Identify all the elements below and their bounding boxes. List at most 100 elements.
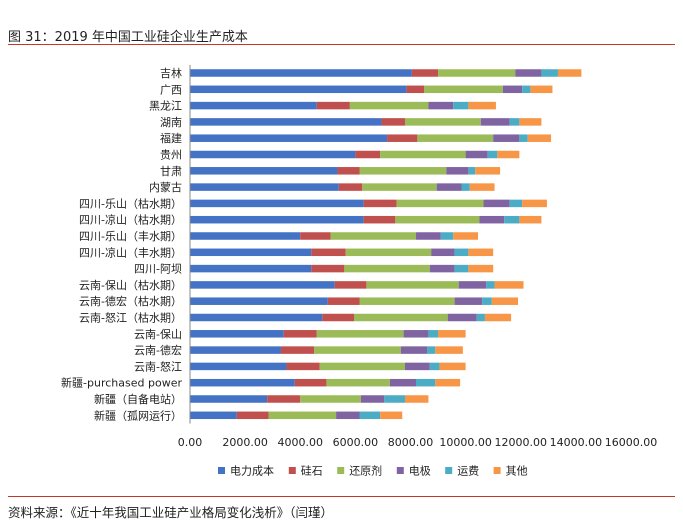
bar-segment (280, 346, 315, 354)
bar-segment (362, 183, 437, 191)
bar-segment (190, 330, 284, 338)
category-label: 云南-保山（枯水期） (79, 278, 182, 292)
bar-segment (359, 167, 447, 175)
bar-segment (454, 248, 469, 257)
bar-segment (522, 199, 547, 208)
bar-segment (355, 150, 381, 159)
bar-segment (530, 85, 553, 94)
bar-segment (322, 313, 354, 322)
bar-segment (493, 134, 520, 142)
bar-segment (319, 362, 405, 371)
bar-segment (446, 167, 469, 175)
bar-segment (311, 248, 346, 257)
bar-segment (461, 183, 470, 191)
bar-segment (337, 167, 360, 175)
bar-segment (190, 232, 301, 240)
bar-segment (404, 362, 430, 371)
bar-segment (190, 297, 328, 305)
bar-segment (515, 69, 542, 77)
bar-segment (403, 330, 429, 338)
x-tick-label: 12000.00 (495, 436, 548, 449)
legend-swatch (445, 467, 453, 474)
title-rule (8, 44, 675, 45)
bar-segment (395, 215, 480, 224)
bar-segment (190, 378, 295, 387)
legend-label: 硅石 (301, 465, 323, 478)
bar-segment (300, 395, 361, 403)
category-label: 四川-凉山（丰水期） (79, 245, 182, 259)
category-label: 云南-怒江（枯水期） (79, 311, 182, 325)
bar-segment (480, 118, 510, 126)
bar-segment (190, 134, 388, 142)
bar-segment (190, 118, 382, 126)
bar-segment (491, 297, 518, 305)
bar-segment (484, 313, 512, 322)
bar-segment (439, 362, 466, 371)
bar-segment (487, 150, 498, 159)
bar-segment (190, 411, 237, 420)
bar-segment (522, 85, 531, 94)
bar-segment (389, 378, 417, 387)
bar-segment (429, 264, 455, 273)
bar-segment (267, 395, 301, 403)
bar-segment (468, 264, 494, 273)
bar-segment (435, 346, 463, 354)
bar-segment (380, 411, 403, 420)
legend: 电力成本 硅石 还原剂 电极 运费 其他 (218, 464, 528, 478)
bar-segment (363, 199, 397, 208)
bar-segment (519, 118, 542, 126)
bar-segment (429, 362, 440, 371)
bar-segment (353, 313, 448, 322)
bar-segment (236, 411, 269, 420)
x-tick-label: 16000.00 (605, 436, 658, 449)
bar-segment (453, 101, 469, 110)
legend-label: 电极 (409, 464, 431, 478)
bar-segment (406, 85, 425, 94)
bar-segment (431, 248, 455, 257)
bar-segment (190, 101, 317, 110)
bar-segment (190, 150, 356, 159)
legend-swatch (337, 467, 345, 474)
bar-segment (349, 101, 429, 110)
x-tick-label: 2000.00 (222, 436, 268, 449)
bar-segment (268, 411, 337, 420)
legend-label: 运费 (457, 465, 479, 478)
bar-segment (190, 199, 364, 208)
bar-segment (509, 199, 523, 208)
x-tick-label: 14000.00 (550, 436, 603, 449)
bar-segment (311, 264, 345, 273)
legend-swatch (493, 467, 501, 474)
bar-segment (190, 264, 312, 273)
legend-swatch (218, 467, 225, 474)
bar-segment (381, 118, 405, 126)
bar-segment (458, 281, 487, 289)
bar-segment (359, 411, 381, 420)
bar-segment (427, 346, 436, 354)
bar-segment (497, 150, 520, 159)
bar-segment (359, 297, 455, 305)
bars-layer (190, 69, 582, 420)
bar-segment (316, 101, 350, 110)
bar-segment (454, 297, 483, 305)
bar-segment (404, 118, 481, 126)
bar-segment (334, 281, 367, 289)
bar-segment (190, 167, 338, 175)
bar-segment (400, 346, 428, 354)
category-label: 云南-保山 (134, 327, 182, 341)
bar-segment (190, 313, 323, 322)
category-label: 云南-德宏（枯水期） (79, 294, 182, 308)
bar-segment (294, 378, 327, 387)
category-label: 四川-凉山（枯水期） (79, 213, 182, 227)
bar-segment (384, 395, 405, 403)
bar-segment (417, 134, 494, 142)
category-label: 新疆（自备电站） (94, 392, 182, 406)
category-label: 甘肃 (160, 165, 182, 178)
source-note: 资料来源：《近十年我国工业硅产业格局变化浅析》（闫瑾） (8, 505, 334, 520)
bar-segment (424, 85, 503, 94)
bar-segment (519, 215, 542, 224)
bar-segment (468, 167, 476, 175)
bar-segment (436, 183, 462, 191)
bar-segment (428, 101, 454, 110)
bar-segment (482, 297, 492, 305)
bar-segment (476, 313, 485, 322)
